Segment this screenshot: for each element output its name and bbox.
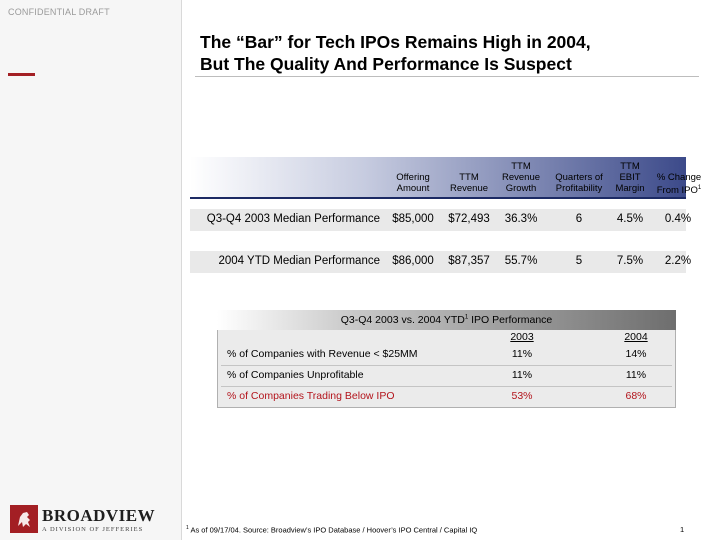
metrics-header-rule (190, 197, 686, 199)
comparison-value-2003: 11% (511, 369, 533, 381)
title-line-1: The “Bar” for Tech IPOs Remains High in … (200, 32, 591, 52)
logo-subtitle: A DIVISION OF JEFFERIES (42, 526, 144, 533)
cell-quarters-profitability: 5 (575, 255, 583, 267)
metrics-header-band (190, 157, 686, 197)
header-offering-amount: Offering Amount (396, 172, 430, 194)
left-sidebar-panel (0, 0, 181, 540)
comparison-title: Q3-Q4 2003 vs. 2004 YTD1 IPO Performance (340, 314, 553, 326)
cell-change-from-ipo: 0.4% (664, 213, 692, 225)
year-2003-header: 2003 (510, 331, 534, 343)
cell-quarters-profitability: 6 (575, 213, 583, 225)
cell-revenue-growth: 36.3% (504, 213, 538, 225)
table-row (190, 251, 686, 273)
lion-emblem-icon (18, 512, 30, 527)
title-divider (195, 76, 699, 77)
year-2004-header: 2004 (624, 331, 648, 343)
cell-ebit-margin: 4.5% (616, 213, 644, 225)
footnote: 1 As of 09/17/04. Source: Broadview’s IP… (186, 525, 478, 535)
page-number: 1 (680, 525, 685, 534)
cell-ttm-revenue: $72,493 (448, 213, 490, 225)
sidebar-divider (181, 0, 182, 540)
broadview-lion-icon (10, 505, 38, 533)
header-ttm-revenue-growth: TTM Revenue Growth (501, 161, 541, 194)
comparison-value-2004: 68% (625, 390, 647, 402)
comparison-header-band (217, 310, 676, 330)
header-change-from-ipo: % Change From IPO1 (656, 172, 702, 197)
title-line-2: But The Quality And Performance Is Suspe… (200, 54, 572, 74)
table-row (190, 209, 686, 231)
row-label-q3q4-2003: Q3-Q4 2003 Median Performance (206, 213, 380, 225)
comparison-row-label: % of Companies with Revenue < $25MM (227, 348, 418, 360)
header-ttm-revenue: TTM Revenue (449, 172, 489, 194)
comparison-value-2003: 11% (511, 348, 533, 360)
cell-ttm-revenue: $87,357 (448, 255, 490, 267)
cell-ebit-margin: 7.5% (616, 255, 644, 267)
confidential-label: CONFIDENTIAL DRAFT (8, 7, 110, 17)
cell-change-from-ipo: 2.2% (664, 255, 692, 267)
row-label-2004-ytd: 2004 YTD Median Performance (218, 255, 380, 267)
comparison-separator (221, 365, 672, 366)
comparison-value-2003: 53% (511, 390, 533, 402)
slide-title: The “Bar” for Tech IPOs Remains High in … (200, 31, 591, 75)
cell-offering-amount: $86,000 (392, 255, 434, 267)
comparison-value-2004: 11% (625, 369, 647, 381)
cell-revenue-growth: 55.7% (504, 255, 538, 267)
accent-bar (8, 73, 35, 76)
comparison-row-label: % of Companies Unprofitable (227, 369, 364, 381)
comparison-row-label: % of Companies Trading Below IPO (227, 390, 395, 402)
header-ttm-ebit-margin: TTM EBIT Margin (615, 161, 645, 194)
header-quarters-of-profitability: Quarters of Profitability (555, 172, 603, 194)
logo-wordmark: BROADVIEW (42, 506, 156, 525)
comparison-separator (221, 386, 672, 387)
comparison-value-2004: 14% (625, 348, 647, 360)
cell-offering-amount: $85,000 (392, 213, 434, 225)
